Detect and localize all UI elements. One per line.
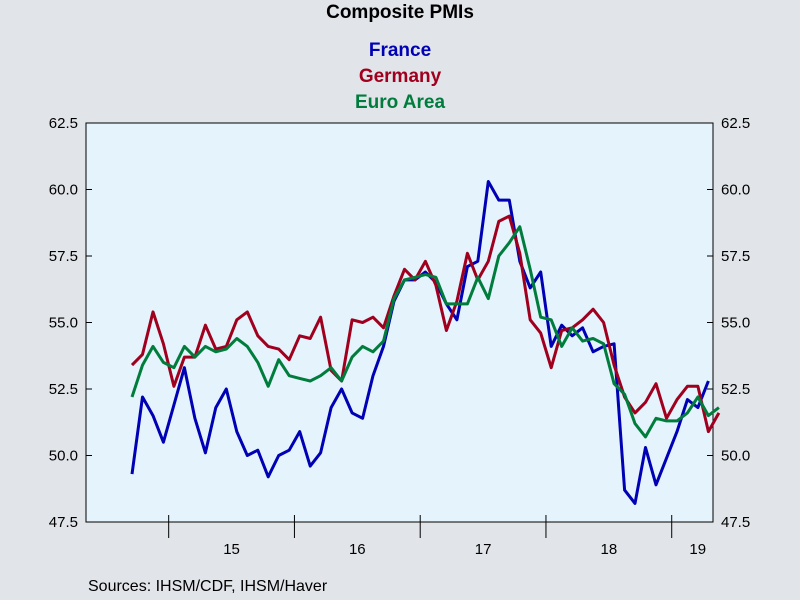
legend-euro-area: Euro Area bbox=[354, 92, 446, 113]
y-tick-label: 50.0 bbox=[49, 448, 78, 465]
plot-area bbox=[85, 122, 714, 523]
y-tick-label-right: 50.0 bbox=[721, 448, 750, 465]
y-tick-label-right: 47.5 bbox=[721, 514, 750, 531]
x-tick-label: 18 bbox=[600, 541, 617, 558]
y-tick-label-right: 60.0 bbox=[721, 182, 750, 199]
chart-title: Composite PMIs bbox=[326, 2, 474, 23]
series-lines bbox=[130, 180, 721, 505]
series-line-germany bbox=[130, 214, 721, 434]
y-axis-right: 47.5 50.0 52.5 55.0 57.5 60.0 62.5 bbox=[707, 115, 750, 531]
y-tick-label: 52.5 bbox=[49, 381, 78, 398]
y-tick-label: 57.5 bbox=[49, 248, 78, 265]
y-tick-label: 60.0 bbox=[49, 182, 78, 199]
y-tick-label: 47.5 bbox=[49, 514, 78, 531]
y-tick-label-right: 55.0 bbox=[721, 315, 750, 332]
x-tick-label: 16 bbox=[349, 541, 366, 558]
x-tick-label: 15 bbox=[223, 541, 240, 558]
x-axis: 15 16 17 18 19 bbox=[168, 515, 706, 558]
legend-germany: Germany bbox=[358, 66, 442, 87]
y-tick-label: 55.0 bbox=[49, 315, 78, 332]
x-tick-label: 17 bbox=[475, 541, 492, 558]
x-tick-label: 19 bbox=[689, 541, 706, 558]
series-line-euro-area bbox=[130, 225, 720, 439]
y-axis-left: 47.5 50.0 52.5 55.0 57.5 60.0 62.5 bbox=[49, 115, 92, 531]
y-tick-label-right: 62.5 bbox=[721, 115, 750, 132]
y-tick-label-right: 52.5 bbox=[721, 381, 750, 398]
y-tick-label: 62.5 bbox=[49, 115, 78, 132]
source-note: Sources: IHSM/CDF, IHSM/Haver bbox=[88, 578, 328, 595]
legend-france: France bbox=[368, 40, 432, 61]
y-tick-label-right: 57.5 bbox=[721, 248, 750, 265]
